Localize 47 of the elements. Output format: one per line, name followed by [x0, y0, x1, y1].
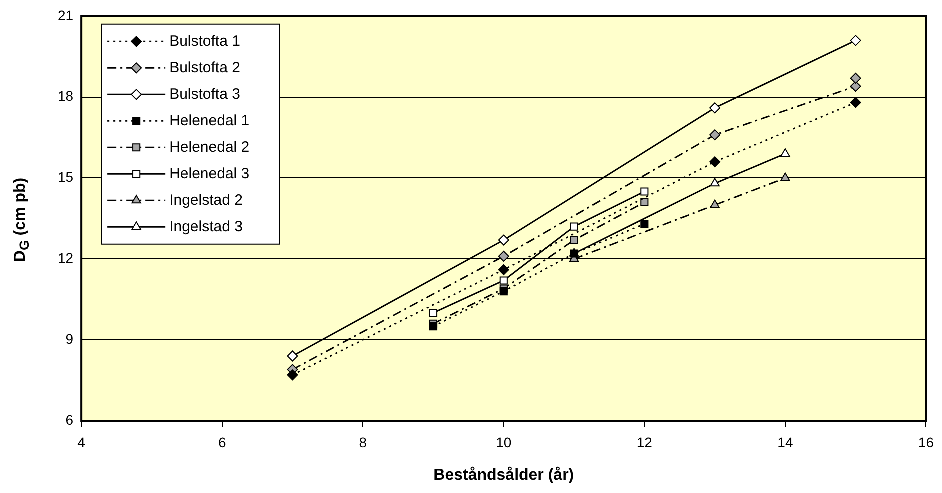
x-tick-label: 6 [218, 434, 226, 450]
point [850, 81, 862, 92]
legend-label: Bulstofta 1 [170, 32, 240, 50]
point [500, 276, 508, 285]
point [500, 287, 508, 296]
point [710, 130, 721, 141]
point [710, 156, 721, 168]
y-tick-label: 12 [58, 250, 74, 266]
point [498, 250, 510, 262]
point [498, 234, 510, 246]
point [780, 148, 790, 157]
legend-label: Helenedal 3 [170, 165, 250, 182]
point [570, 222, 578, 231]
y-tick-label: 21 [58, 7, 74, 24]
point [640, 220, 649, 228]
x-tick-label: 12 [636, 434, 653, 450]
y-tick-label: 15 [58, 169, 74, 186]
point [570, 236, 578, 244]
x-axis-title: Beståndsålder (år) [434, 466, 574, 484]
x-tick-label: 16 [918, 434, 934, 450]
y-tick-label: 6 [66, 412, 74, 428]
point [780, 172, 790, 182]
point [498, 264, 510, 276]
legend-label: Bulstofta 3 [170, 86, 240, 103]
point [710, 200, 720, 208]
legend-label: Ingelstad 3 [170, 218, 243, 236]
x-tick-label: 4 [78, 434, 86, 450]
legend-label: Helenedal 1 [170, 112, 250, 130]
point [287, 350, 298, 362]
point [850, 97, 862, 108]
point [287, 370, 298, 381]
point [850, 35, 862, 46]
x-tick-label: 14 [778, 434, 794, 450]
legend-label: Helenedal 2 [170, 138, 250, 156]
legend-label: Ingelstad 2 [170, 192, 243, 209]
x-tick-label: 10 [496, 434, 512, 450]
x-tick-label: 8 [359, 434, 368, 450]
point [429, 322, 438, 331]
y-tick-label: 18 [58, 88, 74, 104]
legend-label: Bulstofta 2 [170, 59, 240, 76]
y-tick-label: 9 [66, 330, 74, 347]
point [850, 72, 862, 84]
point [640, 198, 649, 207]
point [429, 309, 438, 318]
point [710, 178, 720, 187]
point [640, 188, 649, 196]
point [710, 102, 721, 114]
